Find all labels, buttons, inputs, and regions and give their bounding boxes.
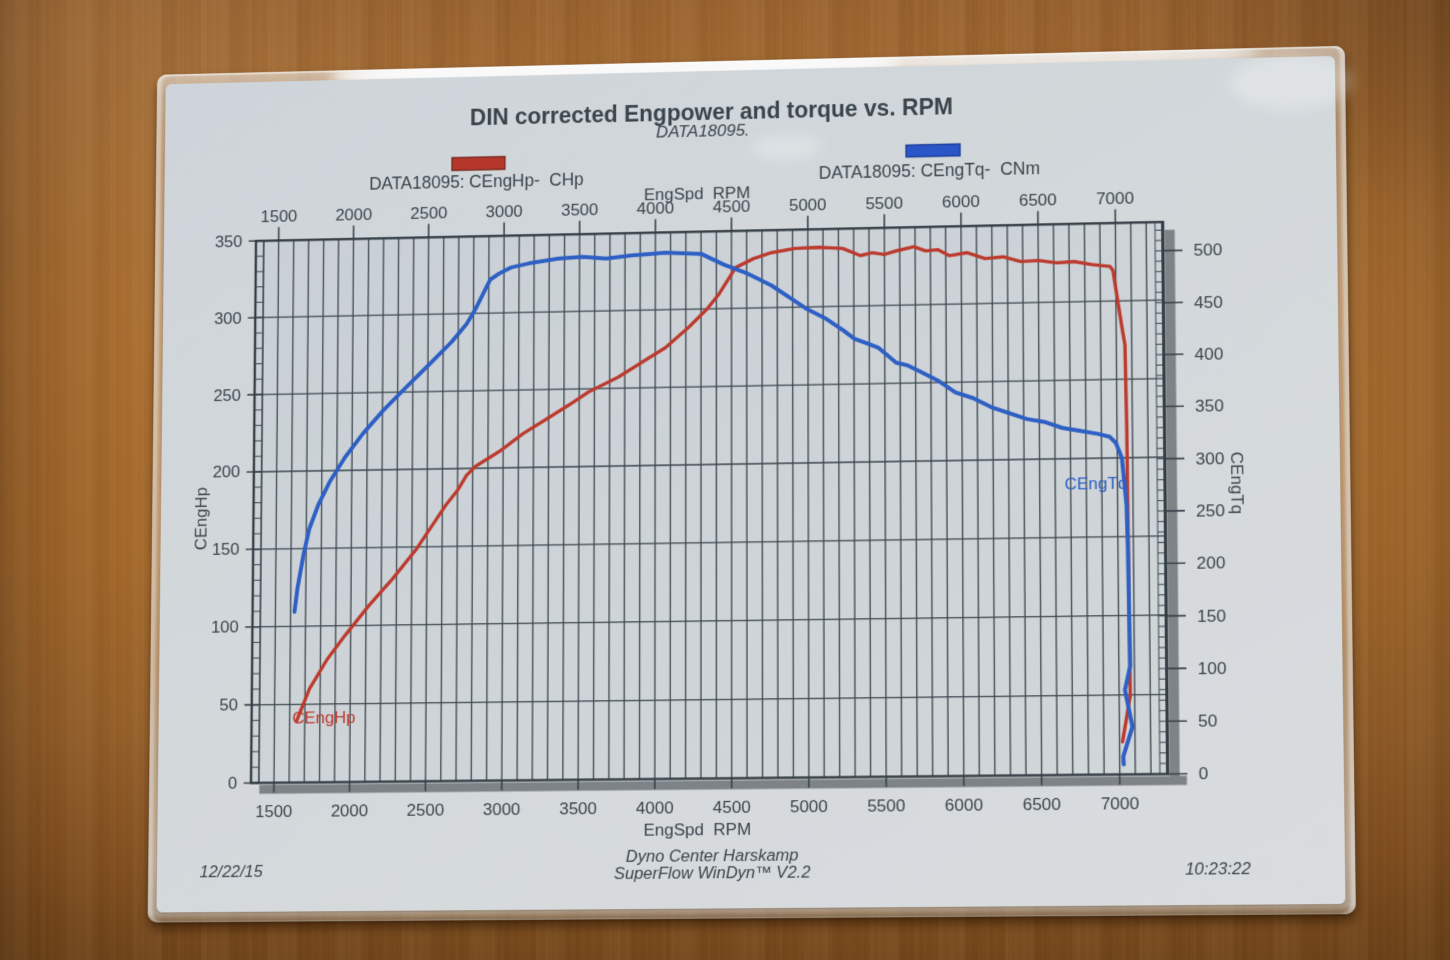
svg-text:6000: 6000 — [945, 796, 983, 815]
svg-text:12/22/15: 12/22/15 — [200, 863, 263, 881]
svg-text:500: 500 — [1193, 241, 1222, 260]
svg-text:4500: 4500 — [713, 198, 750, 217]
svg-text:150: 150 — [212, 541, 240, 560]
svg-text:150: 150 — [1197, 607, 1226, 626]
svg-text:100: 100 — [1197, 659, 1226, 678]
svg-text:250: 250 — [1196, 502, 1225, 521]
svg-text:50: 50 — [219, 696, 238, 715]
svg-text:0: 0 — [1199, 765, 1209, 784]
svg-text:5000: 5000 — [790, 797, 828, 816]
svg-text:300: 300 — [214, 309, 242, 328]
svg-text:6500: 6500 — [1023, 795, 1061, 814]
svg-text:1500: 1500 — [255, 802, 292, 821]
svg-text:10:23:22: 10:23:22 — [1185, 860, 1251, 878]
svg-text:200: 200 — [1196, 554, 1225, 573]
svg-text:CEngHp: CEngHp — [192, 487, 211, 550]
svg-text:50: 50 — [1198, 712, 1217, 731]
svg-text:1500: 1500 — [261, 208, 298, 227]
svg-text:3500: 3500 — [559, 800, 597, 819]
svg-text:350: 350 — [215, 232, 243, 251]
svg-text:CEngHp: CEngHp — [292, 708, 355, 727]
svg-text:DATA18095.: DATA18095. — [656, 122, 750, 142]
svg-text:2500: 2500 — [410, 204, 447, 223]
svg-text:Dyno Center Harskamp: Dyno Center Harskamp — [626, 847, 799, 866]
svg-text:SuperFlow WinDyn™ V2.2: SuperFlow WinDyn™ V2.2 — [614, 864, 811, 883]
svg-text:450: 450 — [1194, 293, 1223, 312]
svg-text:300: 300 — [1195, 449, 1224, 468]
svg-text:0: 0 — [228, 774, 237, 793]
svg-text:250: 250 — [213, 386, 241, 405]
svg-text:200: 200 — [213, 463, 241, 482]
svg-text:EngSpd RPM: EngSpd RPM — [644, 184, 750, 205]
svg-text:2500: 2500 — [407, 801, 444, 820]
svg-text:7000: 7000 — [1101, 794, 1140, 813]
svg-text:3000: 3000 — [486, 203, 523, 222]
svg-text:4000: 4000 — [637, 200, 674, 219]
svg-text:7000: 7000 — [1096, 190, 1134, 209]
svg-text:6000: 6000 — [942, 193, 980, 212]
svg-text:EngSpd RPM: EngSpd RPM — [643, 820, 751, 840]
svg-text:6500: 6500 — [1019, 191, 1057, 210]
svg-text:5000: 5000 — [789, 196, 827, 215]
svg-text:DATA18095: CEngTq- CNm: DATA18095: CEngTq- CNm — [819, 159, 1040, 183]
svg-text:2000: 2000 — [331, 802, 368, 821]
svg-text:2000: 2000 — [335, 206, 372, 225]
svg-text:100: 100 — [211, 618, 239, 637]
svg-text:400: 400 — [1194, 345, 1223, 364]
svg-text:CEngTq: CEngTq — [1064, 474, 1127, 494]
svg-text:3500: 3500 — [561, 201, 598, 220]
svg-text:350: 350 — [1195, 397, 1224, 416]
svg-text:CEngTq: CEngTq — [1226, 452, 1246, 515]
svg-text:DATA18095: CEngHp- CHp: DATA18095: CEngHp- CHp — [369, 170, 583, 194]
svg-text:5500: 5500 — [867, 797, 905, 816]
svg-text:4000: 4000 — [636, 799, 674, 818]
svg-text:5500: 5500 — [865, 195, 903, 214]
svg-text:3000: 3000 — [483, 800, 521, 819]
svg-text:4500: 4500 — [713, 798, 751, 817]
